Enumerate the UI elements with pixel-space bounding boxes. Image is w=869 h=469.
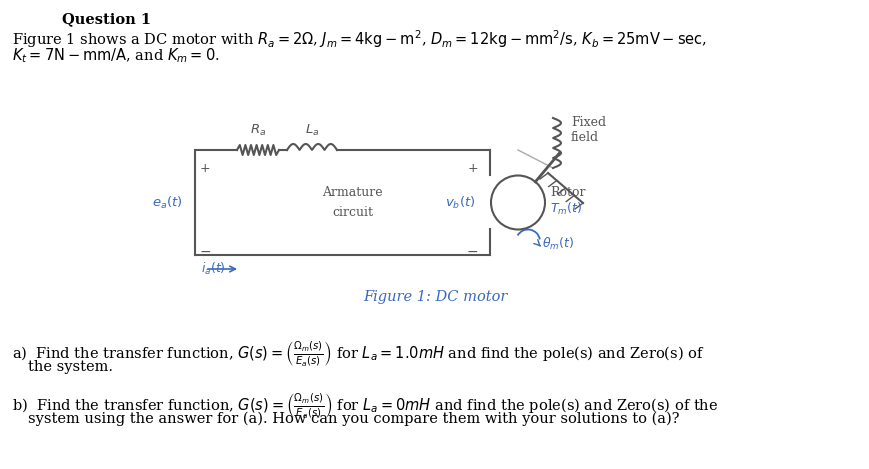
Text: Figure 1 shows a DC motor with $R_a = 2\Omega$, $J_m = 4\mathrm{kg-m^2}$, $D_m =: Figure 1 shows a DC motor with $R_a = 2\… (12, 28, 706, 50)
Text: +: + (200, 162, 210, 175)
Text: the system.: the system. (28, 360, 113, 374)
Text: Fixed
field: Fixed field (570, 116, 606, 144)
Text: $L_a$: $L_a$ (304, 123, 319, 138)
Text: +: + (467, 162, 477, 175)
Text: $K_t = 7\mathrm{N-mm/A}$, and $K_m = 0$.: $K_t = 7\mathrm{N-mm/A}$, and $K_m = 0$. (12, 46, 219, 65)
Text: $i_a(t)$: $i_a(t)$ (201, 261, 226, 277)
Text: a)  Find the transfer function, $G(s) = \left(\frac{\Omega_m(s)}{E_a(s)}\right)$: a) Find the transfer function, $G(s) = \… (12, 340, 704, 369)
Text: Figure 1: DC motor: Figure 1: DC motor (362, 290, 507, 304)
Text: −: − (466, 245, 477, 259)
Text: Rotor: Rotor (549, 186, 585, 199)
Text: $e_a(t)$: $e_a(t)$ (152, 195, 182, 211)
Text: $v_b(t)$: $v_b(t)$ (444, 195, 474, 211)
Text: Question 1: Question 1 (62, 12, 151, 26)
Text: Armature: Armature (322, 186, 382, 198)
Text: circuit: circuit (332, 206, 373, 219)
Text: $\theta_m(t)$: $\theta_m(t)$ (541, 235, 574, 251)
Text: system using the answer for (a). How can you compare them with your solutions to: system using the answer for (a). How can… (28, 412, 679, 426)
Text: −: − (200, 245, 211, 259)
Text: b)  Find the transfer function, $G(s) = \left(\frac{\Omega_m(s)}{E_a(s)}\right)$: b) Find the transfer function, $G(s) = \… (12, 392, 718, 421)
Text: $R_a$: $R_a$ (249, 123, 266, 138)
Text: $T_m(t)$: $T_m(t)$ (549, 200, 581, 217)
